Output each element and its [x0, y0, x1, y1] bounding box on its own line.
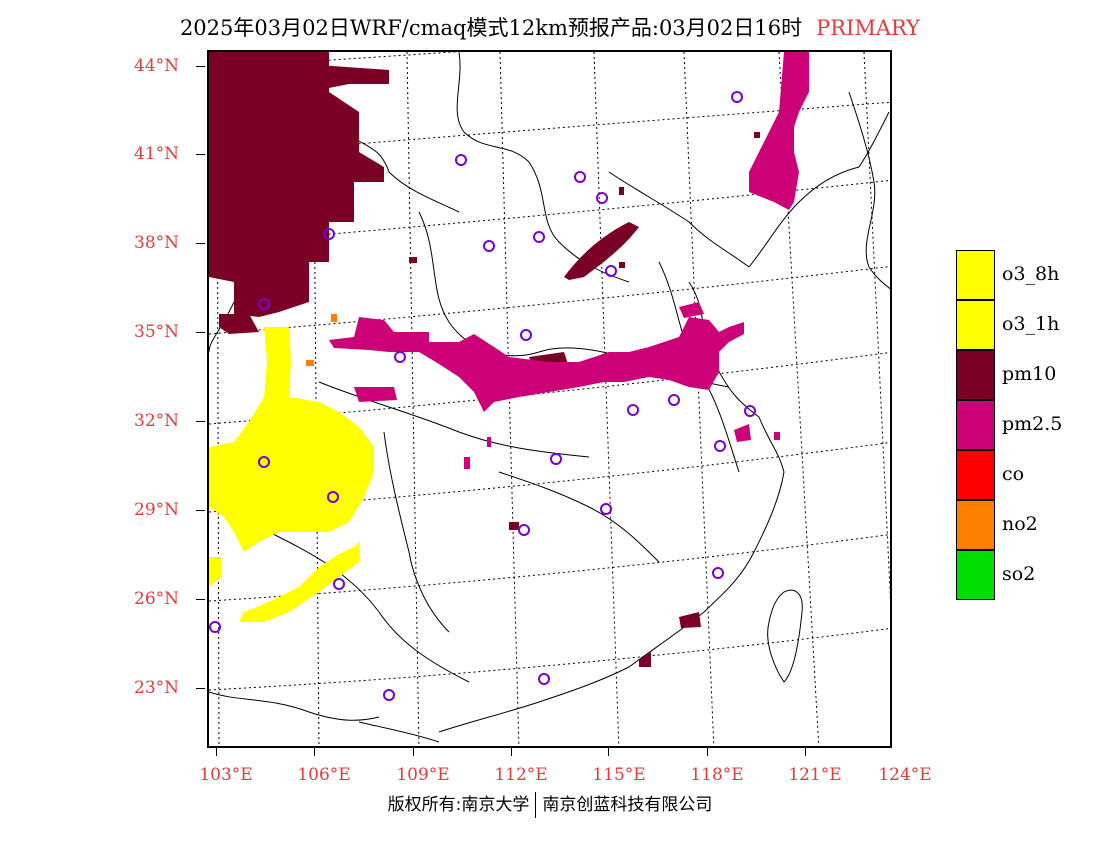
- lat-label-44: 44°N: [134, 56, 206, 76]
- map-panel[interactable]: [207, 50, 892, 748]
- lon-label-112: 112°E: [494, 765, 548, 785]
- lat-label-32: 32°N: [134, 411, 206, 431]
- lon-label-121: 121°E: [788, 765, 842, 785]
- lon-label-124: 124°E: [878, 765, 932, 785]
- pm10-areas: [209, 52, 760, 667]
- legend-label: pm10: [1002, 363, 1057, 385]
- no2-areas: [306, 314, 337, 366]
- copyright-right: 南京创蓝科技有限公司: [542, 795, 713, 815]
- legend-label: o3_1h: [1002, 313, 1060, 335]
- lat-label-26: 26°N: [134, 589, 206, 609]
- o3-areas: [209, 327, 374, 622]
- legend-item-o3-1h: o3_1h: [956, 300, 1100, 350]
- lon-tick: [413, 748, 414, 756]
- title-text: 2025年03月02日WRF/cmaq模式12km预报产品:03月02日16时: [179, 16, 803, 40]
- lon-tick: [707, 748, 708, 756]
- legend-item-o3-8h: o3_8h: [956, 250, 1100, 300]
- pm25-areas: [329, 52, 809, 469]
- pollutant-legend: o3_8h o3_1h pm10 pm2.5 co no2 so2: [956, 250, 1100, 600]
- lat-label-41: 41°N: [134, 144, 206, 164]
- legend-swatch: [956, 500, 995, 550]
- map-svg: [209, 52, 890, 746]
- copyright-left: 版权所有:南京大学: [387, 795, 530, 815]
- legend-label: pm2.5: [1002, 413, 1063, 435]
- legend-swatch: [956, 550, 995, 600]
- lon-tick: [608, 748, 609, 756]
- footer-divider: [535, 792, 537, 818]
- station-markers: [209, 91, 756, 701]
- legend-swatch: [956, 250, 995, 300]
- legend-swatch: [956, 350, 995, 400]
- lat-label-35: 35°N: [134, 322, 206, 342]
- lon-label-103: 103°E: [199, 765, 253, 785]
- legend-label: so2: [1002, 563, 1036, 585]
- lat-label-38: 38°N: [134, 233, 206, 253]
- lon-label-109: 109°E: [396, 765, 450, 785]
- lat-label-29: 29°N: [134, 500, 206, 520]
- lon-tick: [314, 748, 315, 756]
- lon-tick: [511, 748, 512, 756]
- map-title: 2025年03月02日WRF/cmaq模式12km预报产品:03月02日16时 P…: [0, 12, 1100, 42]
- lon-tick: [216, 748, 217, 756]
- legend-swatch: [956, 400, 995, 450]
- copyright-footer: 版权所有:南京大学 南京创蓝科技有限公司: [0, 790, 1100, 818]
- lat-label-23: 23°N: [134, 678, 206, 698]
- legend-item-so2: so2: [956, 550, 1100, 600]
- legend-item-co: co: [956, 450, 1100, 500]
- legend-swatch: [956, 450, 995, 500]
- legend-item-no2: no2: [956, 500, 1100, 550]
- legend-item-pm10: pm10: [956, 350, 1100, 400]
- legend-swatch: [956, 300, 995, 350]
- lon-label-115: 115°E: [592, 765, 646, 785]
- lon-label-106: 106°E: [297, 765, 351, 785]
- legend-label: co: [1002, 463, 1025, 485]
- lon-label-118: 118°E: [690, 765, 744, 785]
- lon-tick: [805, 748, 806, 756]
- legend-item-pm25: pm2.5: [956, 400, 1100, 450]
- primary-tag: PRIMARY: [816, 16, 921, 40]
- legend-label: o3_8h: [1002, 263, 1060, 285]
- legend-label: no2: [1002, 513, 1038, 535]
